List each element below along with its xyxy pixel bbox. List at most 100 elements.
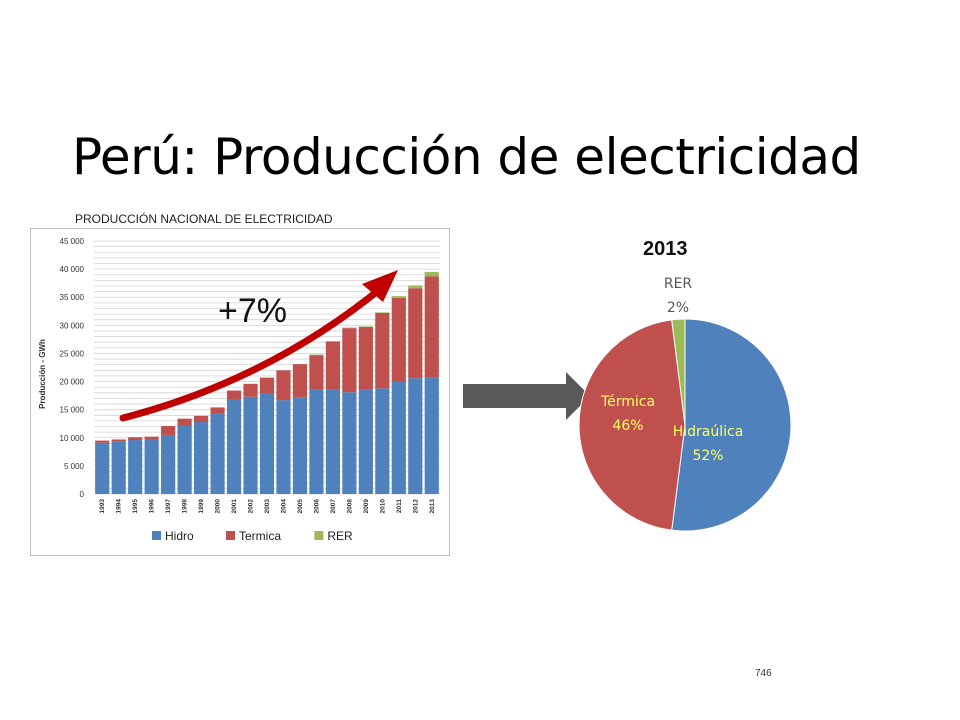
legend-swatch-hidro <box>152 531 161 540</box>
pie-slice-name: Térmica <box>600 394 655 410</box>
bar-segment-rer <box>391 296 406 298</box>
bar-segment-rer <box>408 285 423 289</box>
bar-segment-termica <box>358 327 373 390</box>
bar-segment-hidro <box>161 434 176 494</box>
pie-slice-termica <box>578 319 686 531</box>
bar-y-tick-label: 15 000 <box>60 406 85 415</box>
bar-segment-hidro <box>243 396 258 494</box>
bar-segment-hidro <box>259 393 275 494</box>
bar-segment-termica <box>111 439 126 442</box>
bar-segment-termica <box>226 390 242 400</box>
bar-segment-termica <box>309 355 324 390</box>
pie-slice-percent: 2% <box>667 300 689 316</box>
legend-label-hidro: Hidro <box>165 529 194 543</box>
bar-segment-hidro <box>194 422 209 494</box>
legend-swatch-termica <box>226 531 235 540</box>
bar-segment-hidro <box>408 378 423 494</box>
bar-segment-termica <box>408 288 423 379</box>
bar-y-tick-label: 10 000 <box>60 434 85 443</box>
bar-segment-rer <box>342 327 357 329</box>
pie-slice-name: Hidraúlica <box>673 424 744 440</box>
pie-slice-percent: 52% <box>692 448 723 464</box>
bar-segment-hidro <box>424 377 439 494</box>
bar-segment-hidro <box>342 392 357 494</box>
bar-x-tick-label: 2004 <box>280 499 287 514</box>
bar-y-tick-label: 40 000 <box>60 265 85 274</box>
growth-label: +7% <box>218 292 287 330</box>
bar-y-tick-label: 5 000 <box>64 462 85 471</box>
bar-segment-termica <box>177 418 192 426</box>
bar-segment-hidro <box>375 388 390 494</box>
bar-x-tick-label: 2000 <box>215 499 222 514</box>
bar-y-axis-label: Producción - GWh <box>38 339 47 409</box>
pie-slice-name: RER <box>664 276 693 292</box>
bar-segment-termica <box>128 437 143 441</box>
bar-chart-title: PRODUCCIÓN NACIONAL DE ELECTRICIDAD <box>75 212 333 226</box>
bar-x-tick-label: 1995 <box>132 499 139 514</box>
bar-legend: Hidro Termica RER <box>152 529 353 543</box>
bar-x-tick-label: 2003 <box>264 499 271 514</box>
bar-segment-termica <box>342 328 357 393</box>
legend-swatch-rer <box>314 531 324 540</box>
bar-y-tick-label: 45 000 <box>60 237 85 246</box>
bar-segment-hidro <box>226 399 242 494</box>
bar-y-tick-label: 20 000 <box>60 378 85 387</box>
pie-title: 2013 <box>643 238 688 260</box>
bar-y-tick-label: 0 <box>80 490 85 499</box>
bar-segment-termica <box>95 440 110 443</box>
bar-y-tick-label: 25 000 <box>60 349 85 358</box>
bar-segment-hidro <box>177 425 192 494</box>
bar-segment-termica <box>375 312 390 389</box>
bar-segment-rer <box>325 341 340 342</box>
bar-segment-termica <box>161 425 176 435</box>
bar-segment-hidro <box>128 440 143 494</box>
slide-title: Perú: Producción de electricidad <box>72 128 861 186</box>
pie-chart: 2013 Hidraúlica 52% Térmica 46% RER 2% <box>578 238 792 532</box>
bar-x-tick-label: 1996 <box>149 499 156 514</box>
pointer-arrow-body <box>463 384 569 408</box>
bar-x-ticks: 1993 1994 1995 1996 1997 1998 1999 2000 2001 2002… <box>99 499 436 514</box>
bar-y-ticks: 0 5 000 10 000 15 000 20 000 25 000 30 000 35 0… <box>60 237 85 499</box>
bar-segment-hidro <box>309 389 324 494</box>
bar-segment-termica <box>292 364 308 398</box>
pie-slice-percent: 46% <box>612 418 643 434</box>
bar-x-tick-label: 2010 <box>379 499 386 514</box>
bar-x-tick-label: 1999 <box>198 499 205 514</box>
bar-segment-rer <box>309 354 324 356</box>
pie-slices <box>578 318 792 532</box>
bar-segment-termica <box>424 276 439 378</box>
bar-segment-hidro <box>391 380 406 494</box>
bar-segment-hidro <box>111 441 126 494</box>
bar-x-tick-label: 1994 <box>116 499 123 514</box>
bar-segment-hidro <box>358 389 373 494</box>
bar-x-tick-label: 1993 <box>99 499 106 514</box>
bar-chart: 0 5 000 10 000 15 000 20 000 25 000 30 000 35 0… <box>30 228 450 556</box>
pie-slice-hidraulica <box>671 318 792 532</box>
bar-x-tick-label: 2002 <box>248 499 255 514</box>
bar-x-tick-label: 2001 <box>231 499 238 514</box>
bar-segment-termica <box>144 436 159 440</box>
bar-x-tick-label: 2011 <box>396 499 403 513</box>
page-number: 746 <box>755 668 772 679</box>
bar-segment-termica <box>259 377 275 394</box>
bar-x-tick-label: 2012 <box>412 499 419 514</box>
bar-x-tick-label: 2007 <box>330 499 337 514</box>
pie-slice-rer <box>671 318 686 426</box>
bar-x-tick-label: 2009 <box>363 499 370 514</box>
bar-segment-hidro <box>210 413 225 494</box>
bar-x-tick-label: 1997 <box>165 499 172 514</box>
bar-segment-termica <box>243 383 258 397</box>
bar-segment-hidro <box>144 439 159 494</box>
legend-label-rer: RER <box>327 529 353 543</box>
bar-x-tick-label: 2013 <box>429 499 436 514</box>
bar-segment-termica <box>194 415 209 423</box>
bar-segment-termica <box>210 407 225 414</box>
bar-segment-hidro <box>325 389 340 494</box>
bar-y-tick-label: 35 000 <box>60 293 85 302</box>
bar-segment-rer <box>375 312 390 313</box>
bar-y-tick-label: 30 000 <box>60 321 85 330</box>
bar-segment-termica <box>325 341 340 390</box>
bar-segment-hidro <box>276 400 291 494</box>
bar-segment-rer <box>358 326 373 328</box>
bar-segment-rer <box>424 271 439 277</box>
